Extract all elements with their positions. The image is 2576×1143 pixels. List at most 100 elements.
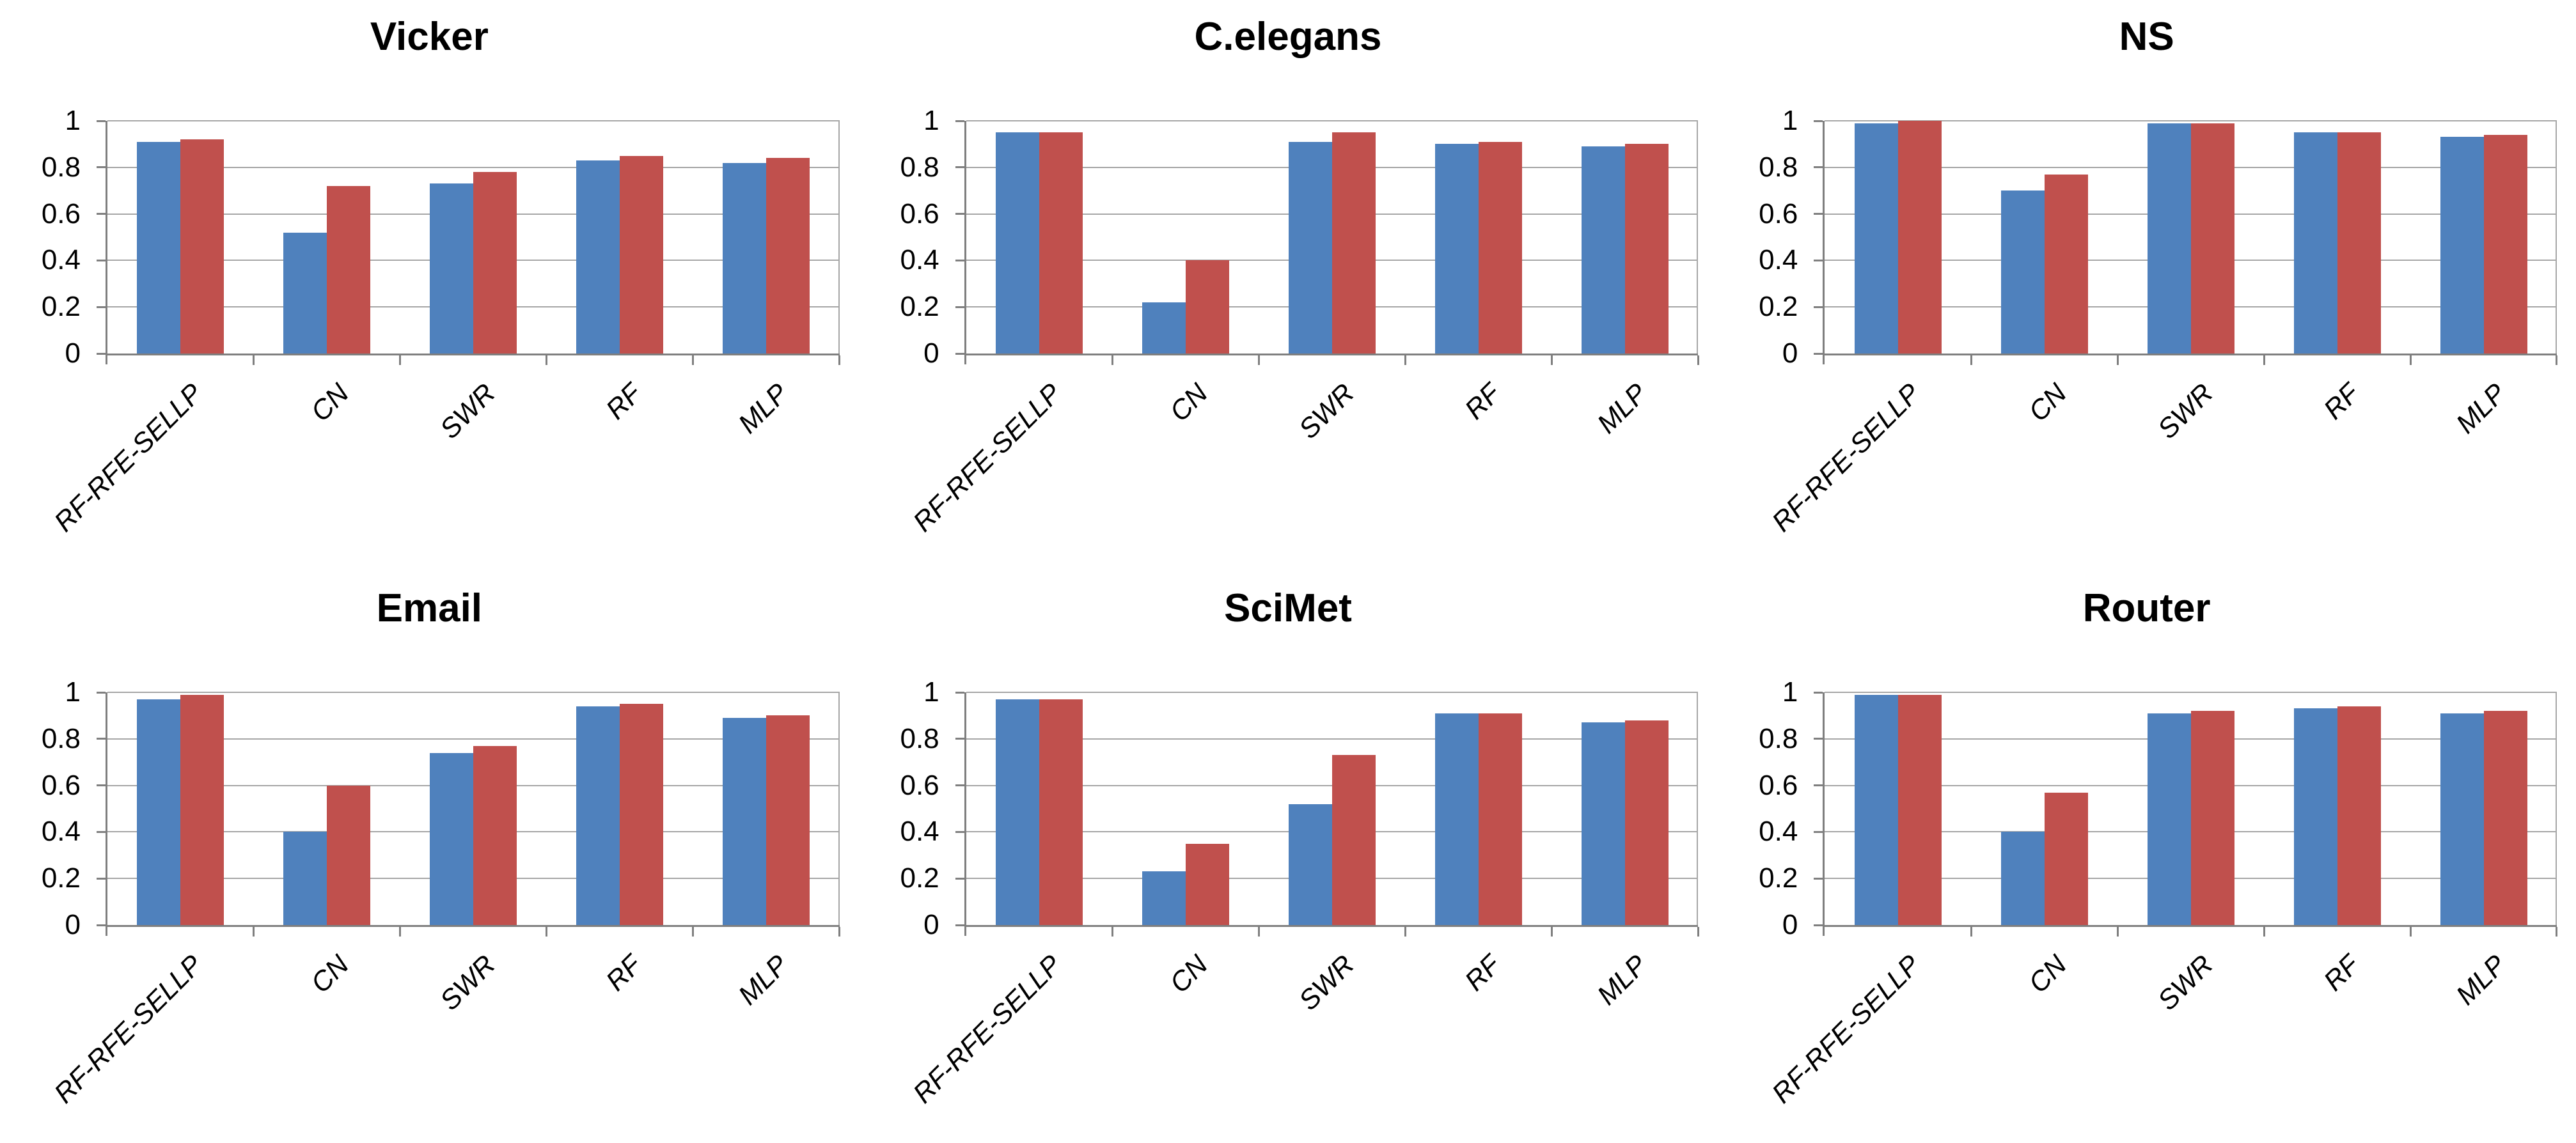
y-axis-tick [97, 784, 106, 787]
bar-red-swr [473, 172, 517, 354]
plot-right-border [2555, 692, 2557, 925]
x-axis-labels: RF-RFE-SELLP CN SWR RF MLP [49, 940, 840, 1139]
x-category-label: SWR [2151, 378, 2219, 445]
y-tick-label: 0.8 [41, 722, 81, 754]
y-tick-label: 0.2 [1759, 291, 1798, 323]
bar-red-cn [1186, 260, 1230, 354]
x-axis-tick [1258, 927, 1261, 937]
x-category-label: CN [1164, 378, 1214, 428]
x-axis-labels: RF-RFE-SELLP CN SWR RF MLP [49, 369, 840, 567]
chart-panel-email: Email 1 0.8 0.6 0.4 0.2 0 RF-RFE-SELLP CN SWR RF… [0, 572, 859, 1143]
bar-red-cn [1186, 843, 1230, 925]
y-tick-label: 0.6 [1759, 198, 1798, 229]
y-axis-tick [1814, 306, 1823, 308]
y-tick-label: 1 [1782, 676, 1798, 708]
chart-panel-scimet: SciMet 1 0.8 0.6 0.4 0.2 0 RF-RFE-SELLP CN SWR R… [858, 572, 1718, 1143]
y-axis-tick [1814, 830, 1823, 833]
bar-blue-rf [576, 160, 620, 354]
y-tick-label: 0.4 [1759, 816, 1798, 848]
bar-red-mlp [1624, 144, 1669, 354]
y-tick-label: 0.2 [41, 862, 81, 894]
x-axis-tick [2116, 927, 2119, 937]
y-tick-label: 0 [1782, 909, 1798, 940]
y-axis-tick [955, 352, 964, 355]
bar-red-mlp [766, 158, 810, 354]
x-axis-tick [1258, 355, 1261, 365]
y-axis-tick [1814, 784, 1823, 787]
bar-blue-cn [2000, 190, 2045, 354]
x-axis-line [106, 925, 840, 927]
chart-panel-ns: NS 1 0.8 0.6 0.4 0.2 0 RF-RFE-SELLP CN SWR RF MLP [1717, 0, 2576, 572]
y-axis-tick [955, 213, 964, 215]
x-axis-tick [546, 355, 548, 365]
y-axis-line [964, 121, 966, 364]
bar-blue-rf-rfe-sellp [137, 699, 181, 925]
y-axis-tick [955, 784, 964, 787]
bar-blue-mlp [1581, 146, 1625, 354]
x-axis-labels: RF-RFE-SELLP CN SWR RF MLP [1766, 369, 2557, 567]
bar-red-mlp [766, 715, 810, 925]
bar-blue-swr [430, 752, 474, 925]
x-axis-tick [253, 355, 255, 365]
y-tick-label: 0 [923, 338, 939, 369]
x-category-label: SWR [434, 949, 502, 1016]
y-axis-tick [1814, 738, 1823, 740]
plot-right-border [1697, 121, 1699, 354]
bar-blue-cn [283, 232, 327, 354]
y-axis-tick [955, 166, 964, 169]
y-tick-label: 0.2 [900, 291, 939, 323]
bar-group-cn [283, 121, 371, 354]
y-axis-tick [955, 830, 964, 833]
bar-blue-swr [1288, 141, 1332, 354]
bar-red-rf-rfe-sellp [1897, 694, 1942, 925]
y-axis-tick [955, 877, 964, 880]
chart-title: NS [2119, 15, 2174, 59]
x-category-label: SWR [1293, 378, 1360, 445]
bar-red-rf [620, 704, 664, 925]
bar-group-swr [2147, 692, 2234, 925]
x-category-label: RF [600, 949, 648, 997]
bar-group-rf-rfe-sellp [996, 692, 1083, 925]
chart-title: Vicker [370, 15, 489, 59]
y-axis-labels: 1 0.8 0.6 0.4 0.2 0 [859, 105, 954, 369]
bar-group-mlp [2440, 692, 2527, 925]
bar-red-cn [2044, 174, 2088, 354]
y-axis-tick [97, 120, 106, 122]
y-tick-label: 0.2 [41, 291, 81, 323]
plot-area [97, 691, 841, 937]
bar-blue-rf-rfe-sellp [1854, 694, 1898, 925]
bar-group-rf [2293, 692, 2381, 925]
y-tick-label: 0 [65, 338, 81, 369]
y-tick-label: 0.2 [1759, 862, 1798, 894]
y-axis-line [106, 121, 107, 364]
x-category-label: RF-RFE-SELLP [1766, 378, 1926, 538]
bar-group-mlp [1581, 121, 1669, 354]
x-category-label: RF [2318, 949, 2366, 997]
y-tick-label: 1 [65, 676, 81, 708]
x-axis-tick [838, 927, 841, 937]
bar-blue-rf [576, 706, 620, 925]
y-axis-line [964, 692, 966, 936]
y-tick-label: 0.8 [900, 722, 939, 754]
bar-red-swr [1331, 755, 1376, 925]
x-category-label: MLP [732, 378, 795, 440]
bar-group-swr [430, 692, 517, 925]
bar-blue-rf-rfe-sellp [137, 141, 181, 354]
bar-red-rf-rfe-sellp [180, 139, 224, 354]
x-axis-line [106, 354, 840, 355]
chart-panel-vicker: Vicker 1 0.8 0.6 0.4 0.2 0 RF-RFE-SELLP CN SWR R… [0, 0, 859, 572]
plot-area [955, 120, 1699, 365]
bar-group-cn [1142, 692, 1230, 925]
bar-blue-cn [283, 832, 327, 925]
plot-right-border [838, 121, 840, 354]
y-tick-label: 1 [1782, 105, 1798, 136]
gridline [1825, 692, 2557, 693]
y-axis-labels: 1 0.8 0.6 0.4 0.2 0 [859, 676, 954, 940]
bar-group-mlp [2440, 121, 2527, 354]
x-category-label: MLP [732, 949, 795, 1011]
x-category-label: RF-RFE-SELLP [49, 378, 209, 538]
bar-red-mlp [1624, 720, 1669, 925]
y-tick-label: 0.6 [41, 198, 81, 229]
bar-red-swr [473, 745, 517, 925]
